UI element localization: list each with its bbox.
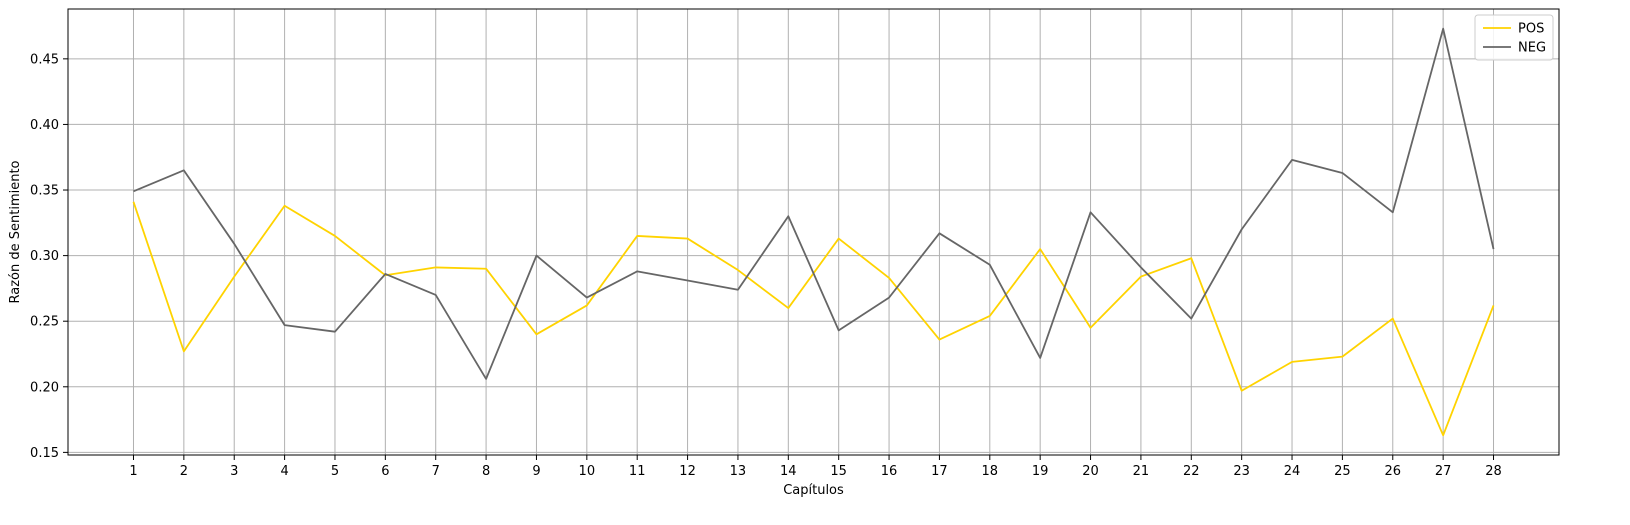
x-tick-label: 20 xyxy=(1082,464,1099,479)
x-tick-label: 10 xyxy=(579,464,596,479)
y-tick-label: 0.15 xyxy=(30,446,59,461)
x-axis-title: Capítulos xyxy=(783,483,844,498)
x-tick-label: 9 xyxy=(532,464,540,479)
x-tick-label: 12 xyxy=(679,464,696,479)
x-tick-label: 2 xyxy=(180,464,188,479)
x-tick-label: 15 xyxy=(830,464,847,479)
y-tick-label: 0.25 xyxy=(30,315,59,330)
x-tick-label: 17 xyxy=(931,464,948,479)
x-tick-label: 1 xyxy=(129,464,137,479)
legend-label-neg: NEG xyxy=(1518,41,1546,56)
series-line-pos xyxy=(132,201,1495,437)
x-tick-label: 26 xyxy=(1385,464,1402,479)
grid-lines xyxy=(68,9,1559,455)
series-line-neg xyxy=(133,27,1495,380)
x-tick-label: 28 xyxy=(1485,464,1502,479)
x-axis: 1 2 3 4 5 6 7 8 9 10 11 12 13 14 15 16 17 18 19 20 21 22 23 24 2… xyxy=(129,455,1502,479)
plot-frame xyxy=(67,8,1560,456)
x-tick-label: 11 xyxy=(629,464,646,479)
y-tick-label: 0.20 xyxy=(30,380,59,395)
x-tick-label: 16 xyxy=(881,464,898,479)
x-tick-label: 27 xyxy=(1435,464,1452,479)
y-tick-label: 0.30 xyxy=(30,249,59,264)
legend-box xyxy=(1474,14,1554,61)
y-tick-label: 0.40 xyxy=(30,118,59,133)
x-tick-label: 5 xyxy=(331,464,339,479)
x-tick-label: 21 xyxy=(1133,464,1150,479)
x-tick-label: 18 xyxy=(982,464,999,479)
legend: POS NEG xyxy=(1474,14,1554,61)
y-tick-label: 0.45 xyxy=(30,52,59,67)
x-tick-label: 14 xyxy=(780,464,797,479)
x-tick-label: 4 xyxy=(280,464,288,479)
x-tick-label: 22 xyxy=(1183,464,1200,479)
x-tick-label: 23 xyxy=(1233,464,1250,479)
legend-label-pos: POS xyxy=(1518,22,1544,37)
x-tick-label: 13 xyxy=(730,464,747,479)
x-tick-label: 25 xyxy=(1334,464,1351,479)
y-tick-label: 0.35 xyxy=(30,184,59,199)
x-tick-label: 24 xyxy=(1284,464,1301,479)
x-tick-label: 8 xyxy=(482,464,490,479)
x-tick-label: 3 xyxy=(230,464,238,479)
x-tick-label: 6 xyxy=(381,464,389,479)
x-tick-label: 7 xyxy=(432,464,440,479)
y-axis-title: Razón de Sentimiento xyxy=(8,160,23,303)
series-layer xyxy=(132,27,1495,437)
y-axis: 0.15 0.20 0.25 0.30 0.35 0.40 0.45 xyxy=(30,52,68,461)
x-tick-label: 19 xyxy=(1032,464,1049,479)
